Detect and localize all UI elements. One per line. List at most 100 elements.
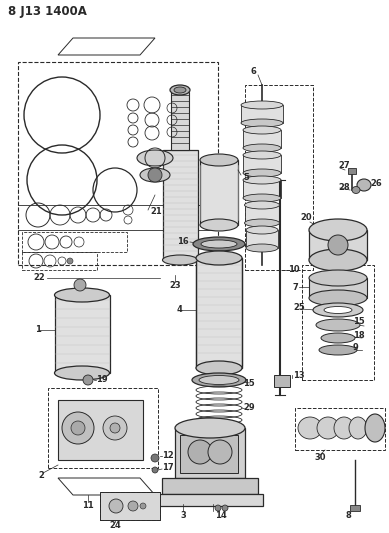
Ellipse shape [200, 154, 238, 166]
Bar [48, 388, 158, 468]
Bar [180, 435, 238, 473]
Ellipse shape [137, 150, 173, 166]
Text: 2: 2 [38, 471, 44, 480]
Text: 5: 5 [243, 174, 249, 182]
Text: 3: 3 [180, 511, 186, 520]
Ellipse shape [140, 168, 170, 182]
Ellipse shape [316, 319, 360, 331]
Text: 6: 6 [251, 68, 257, 77]
Bar [243, 155, 281, 173]
Ellipse shape [317, 417, 339, 439]
Ellipse shape [243, 144, 281, 152]
Ellipse shape [193, 237, 245, 251]
Bar [162, 478, 258, 494]
Ellipse shape [321, 333, 355, 343]
Circle shape [109, 499, 123, 513]
Text: 8: 8 [345, 511, 351, 520]
Bar [350, 505, 360, 511]
Ellipse shape [241, 101, 283, 109]
Bar [241, 105, 283, 123]
Text: 8 J13 1400A: 8 J13 1400A [8, 5, 87, 19]
Ellipse shape [324, 306, 352, 313]
Text: 13: 13 [293, 370, 305, 379]
Circle shape [83, 375, 93, 385]
Bar [155, 494, 263, 506]
Text: 4: 4 [177, 305, 183, 314]
Bar [245, 85, 313, 270]
Ellipse shape [365, 414, 385, 442]
Ellipse shape [309, 290, 367, 306]
Text: 11: 11 [82, 500, 94, 510]
Circle shape [128, 501, 138, 511]
Ellipse shape [192, 373, 246, 387]
Circle shape [74, 279, 86, 291]
Bar [243, 130, 281, 148]
Bar [100, 492, 160, 520]
Ellipse shape [245, 201, 280, 209]
Circle shape [148, 168, 162, 182]
Ellipse shape [243, 194, 281, 202]
Bar [171, 92, 189, 150]
Bar [246, 230, 278, 248]
Text: 7: 7 [293, 282, 299, 292]
Ellipse shape [298, 417, 322, 439]
Text: 19: 19 [96, 376, 108, 384]
Circle shape [62, 412, 94, 444]
Text: 1: 1 [35, 326, 41, 335]
Text: 9: 9 [353, 343, 359, 352]
Ellipse shape [243, 126, 281, 134]
Bar [245, 205, 280, 223]
Text: 27: 27 [338, 161, 350, 171]
Ellipse shape [357, 179, 371, 191]
Ellipse shape [54, 366, 109, 380]
Text: 30: 30 [314, 454, 326, 463]
Bar [302, 265, 374, 380]
Ellipse shape [319, 345, 357, 355]
Bar [58, 400, 143, 460]
Bar [163, 150, 198, 260]
Text: 29: 29 [243, 403, 255, 413]
Ellipse shape [243, 169, 281, 177]
Bar [22, 252, 97, 270]
Ellipse shape [334, 417, 354, 439]
Text: 15: 15 [243, 378, 255, 387]
Ellipse shape [243, 151, 281, 159]
Ellipse shape [201, 240, 237, 248]
Text: 25: 25 [293, 303, 305, 312]
Bar [309, 230, 367, 260]
Circle shape [215, 505, 221, 511]
Ellipse shape [243, 176, 281, 184]
Ellipse shape [352, 187, 360, 193]
Bar [22, 232, 127, 252]
Ellipse shape [246, 226, 278, 234]
Ellipse shape [196, 361, 242, 375]
Circle shape [188, 440, 212, 464]
Ellipse shape [199, 376, 239, 384]
Text: 22: 22 [33, 273, 45, 282]
Ellipse shape [309, 219, 367, 241]
Ellipse shape [309, 270, 367, 286]
Circle shape [222, 505, 228, 511]
Text: 18: 18 [353, 330, 364, 340]
Text: 10: 10 [288, 265, 300, 274]
Bar [309, 278, 367, 298]
Text: 23: 23 [169, 280, 181, 289]
Circle shape [71, 421, 85, 435]
Ellipse shape [246, 244, 278, 252]
Circle shape [328, 235, 348, 255]
Text: 17: 17 [162, 464, 173, 472]
Ellipse shape [170, 85, 190, 95]
Text: 28: 28 [338, 183, 350, 192]
Ellipse shape [349, 417, 367, 439]
Bar [18, 62, 218, 265]
Bar [196, 258, 242, 368]
Bar [200, 160, 238, 225]
Text: 15: 15 [353, 318, 365, 327]
Ellipse shape [174, 87, 186, 93]
Bar [55, 295, 110, 373]
Bar [243, 180, 281, 198]
Ellipse shape [200, 219, 238, 231]
Text: 16: 16 [177, 238, 189, 246]
Text: 21: 21 [150, 207, 162, 216]
Circle shape [140, 503, 146, 509]
